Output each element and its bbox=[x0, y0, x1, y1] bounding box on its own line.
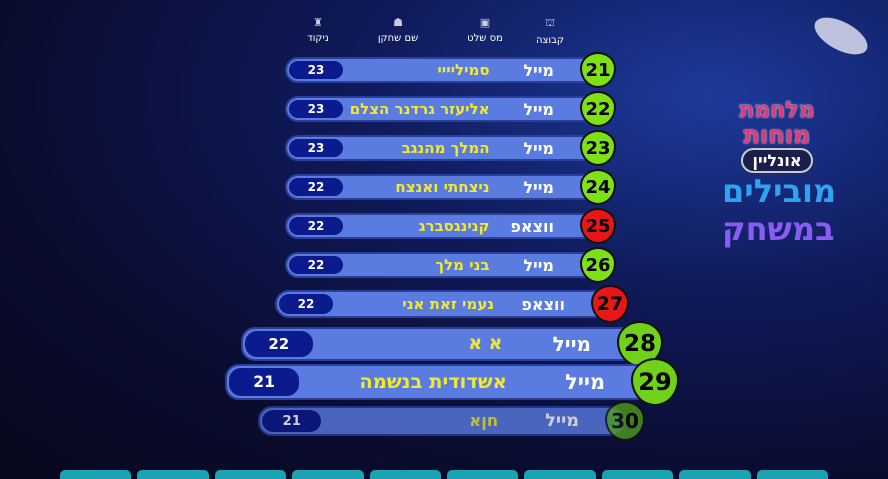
column-header: ▣ מס שלט bbox=[455, 16, 515, 44]
rank-badge: 25 bbox=[580, 208, 616, 244]
rank-badge: 21 bbox=[580, 52, 616, 88]
leaderboard-row: 22 ניצחתי ואנצח מייל bbox=[285, 174, 598, 200]
player-name: המלך מהנגב bbox=[401, 139, 490, 157]
bottom-tabs bbox=[60, 470, 829, 479]
leaderboard-row: 22 נעמי זאת אני ווצאפ bbox=[275, 290, 610, 318]
rank-badge: 23 bbox=[580, 130, 616, 166]
score-pill: 22 bbox=[279, 294, 333, 314]
player-name: נעמי זאת אני bbox=[402, 295, 495, 313]
logo-badge: אונליין bbox=[740, 148, 814, 173]
leaderboard-row: 23 המלך מהנגב מייל bbox=[285, 135, 598, 161]
player-name: קנינגסברג bbox=[418, 217, 490, 235]
group-name: מייל bbox=[523, 99, 554, 119]
group-name: מייל bbox=[523, 255, 554, 275]
score-pill: 23 bbox=[289, 100, 343, 118]
group-name: מייל bbox=[565, 369, 605, 394]
tab[interactable] bbox=[756, 470, 829, 479]
tab[interactable] bbox=[214, 470, 287, 479]
leaderboard-row: 23 סמיליייי מייל bbox=[285, 57, 598, 83]
column-header-label: מס שלט bbox=[467, 33, 503, 44]
column-header-label: קבוצה bbox=[535, 35, 565, 46]
tab[interactable] bbox=[369, 470, 442, 479]
player-name: אשדודית בנשמה bbox=[359, 370, 507, 394]
tab[interactable] bbox=[601, 470, 674, 479]
tab[interactable] bbox=[524, 470, 596, 479]
leaderboard-row: 21 אשדודית בנשמה מייל bbox=[225, 364, 655, 400]
group-name: מייל bbox=[552, 332, 591, 357]
game-logo: מלחמת מוחות אונליין מובילים במשחק bbox=[722, 98, 837, 249]
score-pill: 22 bbox=[245, 331, 313, 357]
group-name: ווצאפ bbox=[521, 294, 565, 314]
rank-badge: 24 bbox=[580, 169, 616, 205]
logo-title-1: מלחמת bbox=[739, 98, 815, 123]
leaderboard-row: 21 חןא מייל bbox=[258, 406, 625, 436]
column-header-label: ניקוד bbox=[307, 33, 329, 44]
rank-badge: 27 bbox=[591, 285, 629, 323]
leaderboard-row: 22 קנינגסברג ווצאפ bbox=[285, 213, 598, 239]
rank-badge: 26 bbox=[580, 247, 616, 283]
column-header: ⛫ קבוצה bbox=[520, 16, 580, 46]
column-header-label: שם שחקן bbox=[377, 33, 419, 44]
rank-badge: 22 bbox=[580, 91, 616, 127]
score-pill: 21 bbox=[229, 368, 300, 396]
leaderboard-row: 22 א א מייל bbox=[241, 327, 640, 361]
group-name: מייל bbox=[523, 177, 554, 197]
group-name: מייל bbox=[523, 60, 554, 80]
group-name: מייל bbox=[523, 138, 554, 158]
player-name: בני מלך bbox=[435, 256, 490, 274]
tab[interactable] bbox=[679, 470, 751, 479]
player-icon: ☗ bbox=[393, 16, 403, 29]
player-name: סמיליייי bbox=[437, 61, 490, 79]
tab[interactable] bbox=[60, 470, 132, 479]
spotlight bbox=[808, 10, 874, 62]
player-name: א א bbox=[468, 332, 503, 354]
score-pill: 23 bbox=[289, 139, 343, 157]
score-pill: 21 bbox=[262, 410, 322, 432]
group-name: מייל bbox=[545, 410, 579, 431]
score-icon: ♜ bbox=[313, 16, 323, 29]
score-pill: 22 bbox=[289, 217, 343, 235]
rank-badge: 29 bbox=[631, 358, 679, 406]
leaderboard-row: 23 אליעזר גרדנר הצלם מייל bbox=[285, 96, 598, 122]
column-header: ☗ שם שחקן bbox=[368, 16, 428, 44]
group-name: ווצאפ bbox=[510, 216, 554, 236]
leaderboard-row: 22 בני מלך מייל bbox=[285, 252, 598, 278]
tab[interactable] bbox=[447, 470, 519, 479]
player-name: ניצחתי ואנצח bbox=[395, 178, 490, 196]
score-pill: 22 bbox=[289, 178, 343, 196]
tab[interactable] bbox=[137, 470, 209, 479]
leaders-heading-1: מובילים bbox=[722, 172, 837, 210]
player-name: אליעזר גרדנר הצלם bbox=[349, 100, 490, 118]
leaders-heading-2: במשחק bbox=[722, 210, 835, 248]
score-pill: 23 bbox=[289, 61, 343, 79]
player-name: חןא bbox=[469, 411, 499, 431]
tab[interactable] bbox=[292, 470, 364, 479]
rank-badge: 30 bbox=[605, 401, 645, 441]
remote-icon: ▣ bbox=[479, 16, 491, 29]
rank-badge: 28 bbox=[617, 321, 663, 367]
column-header: ♜ ניקוד bbox=[288, 16, 348, 44]
logo-title-2: מוחות bbox=[743, 121, 811, 149]
score-pill: 22 bbox=[289, 256, 343, 274]
group-icon: ⛫ bbox=[544, 16, 556, 29]
